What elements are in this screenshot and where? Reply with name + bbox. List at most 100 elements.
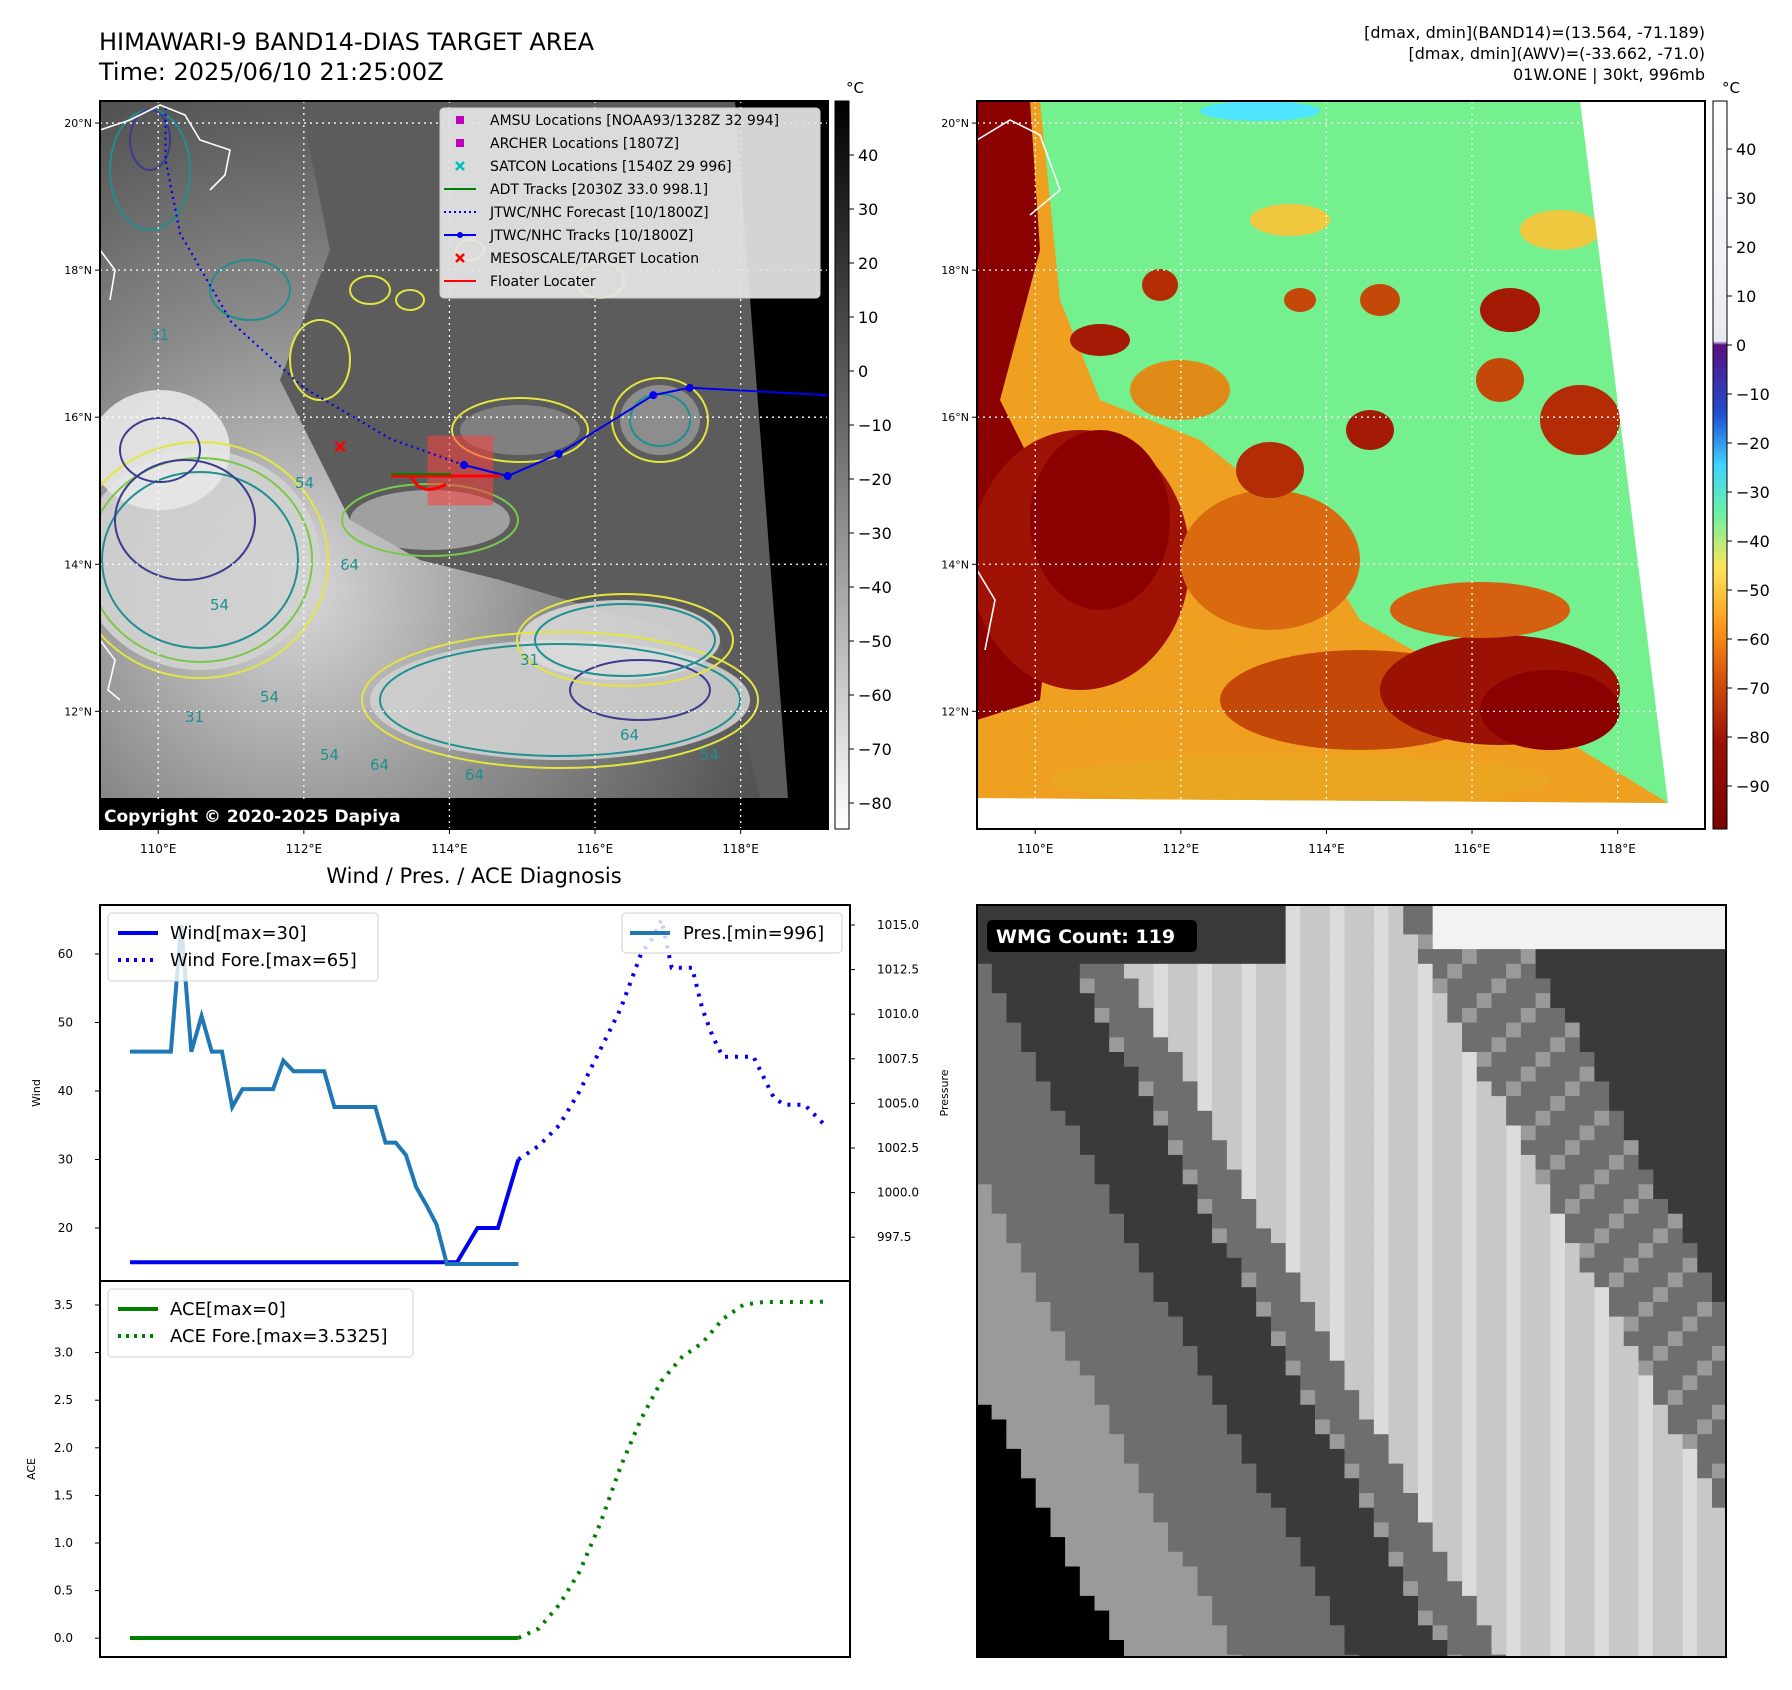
wind-line: [130, 1158, 521, 1265]
colorbar-tick-label: 10: [858, 308, 878, 327]
colorbar-tick-label: −90: [1736, 777, 1770, 796]
lon-tick-label: 116°E: [1454, 842, 1491, 856]
ace-legend: ACE[max=0] ACE Fore.[max=3.5325]: [107, 1288, 414, 1358]
ace-tick-label: 1.0: [54, 1536, 73, 1550]
colorbar-tick-label: −80: [1736, 728, 1770, 747]
contour-label: 31: [150, 326, 169, 344]
forecast-track: [164, 108, 465, 467]
contour-label: 64: [620, 726, 639, 744]
legend-marker-dot: [457, 232, 463, 238]
awv-colorbar: [1712, 100, 1728, 830]
wind-tick-label: 30: [58, 1153, 73, 1167]
contour-label: 54: [260, 688, 279, 706]
legend-ace: ACE[max=0]: [170, 1299, 286, 1320]
lon-tick-label: 110°E: [1017, 842, 1054, 856]
wmg-count-box: [987, 920, 1197, 952]
legend-label: JTWC/NHC Tracks [10/1800Z]: [489, 228, 693, 244]
copyright-box: [100, 801, 410, 829]
colorbar-tick-label: 0: [858, 362, 868, 381]
ace-tick-label: 3.5: [54, 1298, 73, 1312]
legend-wind-forecast: Wind Fore.[max=65]: [170, 950, 357, 971]
lat-tick-label: 20°N: [941, 117, 969, 130]
ir-legend: AMSU Locations [NOAA93/1328Z 32 994] ARCH…: [439, 107, 821, 299]
lat-tick-label: 20°N: [64, 117, 92, 130]
ace-tick-label: 0.0: [54, 1631, 73, 1645]
colorbar-tick-label: −10: [858, 416, 892, 435]
figure-time: Time: 2025/06/10 21:25:00Z: [98, 58, 444, 86]
ace-tick-label: 1.5: [54, 1488, 73, 1502]
colorbar-tick-label: 0: [1736, 336, 1746, 355]
colorbar-tick-label: 40: [1736, 140, 1756, 159]
stats-band14: [dmax, dmin](BAND14)=(13.564, -71.189): [1364, 23, 1705, 42]
pressure-line: [130, 924, 519, 1266]
jtwc-track-point: [649, 391, 658, 400]
jtwc-track-point: [554, 449, 563, 458]
awv-colorbar-unit: °C: [1722, 79, 1740, 97]
colorbar-tick-label: −40: [858, 578, 892, 597]
diagnosis-title: Wind / Pres. / ACE Diagnosis: [326, 864, 621, 888]
contour-label: 31: [185, 708, 204, 726]
wind-tick-label: 20: [58, 1221, 73, 1235]
lat-tick-label: 14°N: [941, 558, 969, 571]
wind-tick-label: 50: [58, 1016, 73, 1030]
pressure-ylabel: Pressure: [938, 1069, 951, 1116]
colorbar-tick-label: 30: [1736, 189, 1756, 208]
lon-tick-label: 112°E: [286, 842, 323, 856]
awv-gridlines: [977, 101, 1705, 829]
colorbar-tick-label: −20: [1736, 434, 1770, 453]
legend-marker-x: [455, 161, 465, 171]
lat-tick-label: 18°N: [64, 264, 92, 277]
lat-tick-label: 16°N: [941, 411, 969, 424]
wind-tick-label: 40: [58, 1084, 73, 1098]
colorbar-tick-label: −50: [858, 632, 892, 651]
colorbar-tick-label: −10: [1736, 385, 1770, 404]
pressure-tick-label: 1002.5: [877, 1141, 919, 1155]
legend-label: ARCHER Locations [1807Z]: [490, 136, 679, 152]
pressure-legend: Pres.[min=996]: [621, 912, 843, 954]
contour-label: 31: [520, 651, 539, 669]
lon-tick-label: 114°E: [431, 842, 468, 856]
lat-tick-label: 12°N: [941, 705, 969, 718]
lat-tick-label: 16°N: [64, 411, 92, 424]
ir-map-panel: 31 54 64 54 31 64 54 64 54 31 64 54 Copy…: [64, 79, 892, 856]
lat-tick-label: 18°N: [941, 264, 969, 277]
target-location-marker: [334, 440, 347, 453]
colorbar-tick-label: −50: [1736, 581, 1770, 600]
pressure-tick-label: 1010.0: [877, 1007, 919, 1021]
contour-label: 64: [370, 756, 389, 774]
wind-tick-label: 60: [58, 947, 73, 961]
awv-map-panel: °C 403020100−10−20−30−40−50−60−70−80−90 …: [941, 79, 1770, 856]
awv-imagery: [977, 101, 1668, 803]
legend-marker-x: [455, 253, 465, 263]
pressure-tick-label: 997.5: [877, 1230, 911, 1244]
ace-tick-label: 2.5: [54, 1393, 73, 1407]
storm-summary: 01W.ONE | 30kt, 996mb: [1513, 65, 1705, 84]
coastline: [100, 104, 231, 701]
wind-ylabel: Wind: [30, 1079, 43, 1107]
wind-legend: Wind[max=30] Wind Fore.[max=65]: [107, 912, 379, 982]
ir-colorbar: [834, 100, 850, 830]
contour-label: 64: [340, 556, 359, 574]
pressure-tick-label: 1007.5: [877, 1052, 919, 1066]
legend-marker-square: [456, 139, 464, 147]
contour-label: 54: [700, 746, 719, 764]
legend-marker-square: [456, 116, 464, 124]
contour-label: 54: [210, 596, 229, 614]
legend-wind: Wind[max=30]: [170, 923, 307, 944]
lat-tick-label: 12°N: [64, 705, 92, 718]
colorbar-tick-label: −60: [1736, 630, 1770, 649]
colorbar-tick-label: 20: [858, 254, 878, 273]
figure-title: HIMAWARI-9 BAND14-DIAS TARGET AREA: [99, 28, 595, 56]
colorbar-tick-label: −40: [1736, 532, 1770, 551]
jtwc-track-point: [460, 461, 468, 469]
colorbar-tick-label: 30: [858, 200, 878, 219]
lon-tick-label: 116°E: [577, 842, 614, 856]
jtwc-track-point: [685, 383, 694, 392]
copyright-text: Copyright © 2020-2025 Dapiya: [104, 807, 401, 827]
floater-locater-curve: [409, 475, 447, 491]
legend-label: JTWC/NHC Forecast [10/1800Z]: [489, 205, 709, 221]
contour-label: 54: [295, 474, 314, 492]
colorbar-tick-label: −70: [1736, 679, 1770, 698]
jtwc-track-east: [689, 386, 829, 397]
